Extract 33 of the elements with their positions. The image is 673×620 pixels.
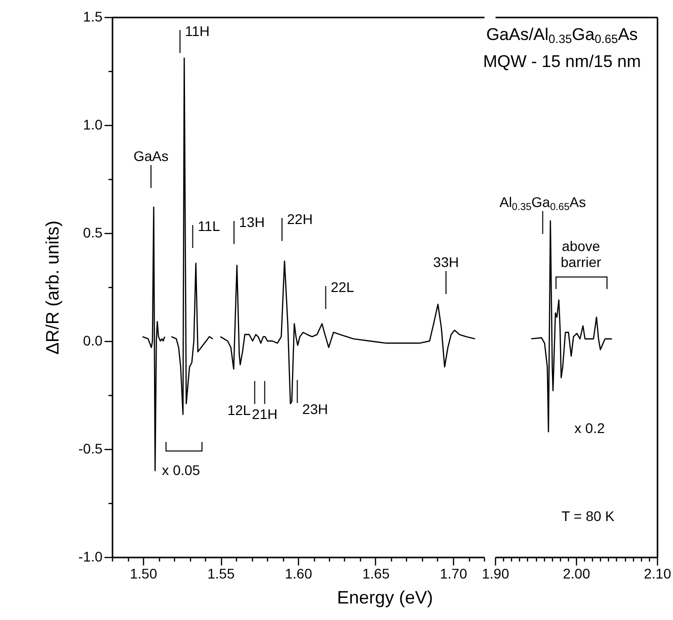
x-tick-label: 1.50	[130, 566, 158, 582]
annotation: x 0.2	[574, 420, 605, 436]
x-tick-label: 2.00	[562, 566, 590, 582]
x-axis-title: Energy (eV)	[336, 588, 434, 608]
x-tick-label: 1.60	[284, 566, 312, 582]
annotation: 11H	[185, 22, 210, 40]
annotation: 13H	[239, 214, 265, 230]
text: MQW - 15 nm/15 nm	[483, 52, 641, 72]
annotation: Al$_{0.35}$Ga$_{0.65}$As	[499, 194, 586, 213]
annotation: T = 80 K	[561, 508, 615, 524]
annotation: 11L	[198, 218, 220, 234]
y-tick-label: -1.0	[78, 548, 103, 564]
annotation: 22L	[330, 278, 354, 296]
annotation: 23H	[302, 400, 328, 418]
text: GaAs/Al$_{0.35}$Ga$_{0.65}$As	[486, 25, 638, 46]
x-tick-label: 2.10	[644, 566, 672, 582]
y-tick-label: 0.5	[83, 224, 103, 240]
annotation: above barrier	[560, 238, 602, 270]
x-tick-label: 1.90	[482, 566, 510, 582]
x-tick-label: 1.65	[362, 566, 390, 582]
y-tick-label: 0.0	[83, 332, 103, 348]
x-tick-label: 1.70	[440, 566, 468, 582]
y-tick-label: 1.0	[83, 116, 103, 132]
y-tick-label: -0.5	[78, 440, 103, 456]
annotation: 22H	[287, 210, 313, 228]
annotation: GaAs	[133, 148, 169, 164]
y-axis-title: ΔR/R (arb. units)	[42, 220, 62, 355]
annotation: x 0.05	[162, 462, 200, 478]
x-tick-label: 1.55	[207, 566, 235, 582]
y-tick-label: 1.5	[83, 8, 103, 24]
annotation: 33H	[433, 254, 459, 270]
annotation: 12L	[227, 402, 251, 418]
annotation: 21H	[252, 406, 278, 422]
